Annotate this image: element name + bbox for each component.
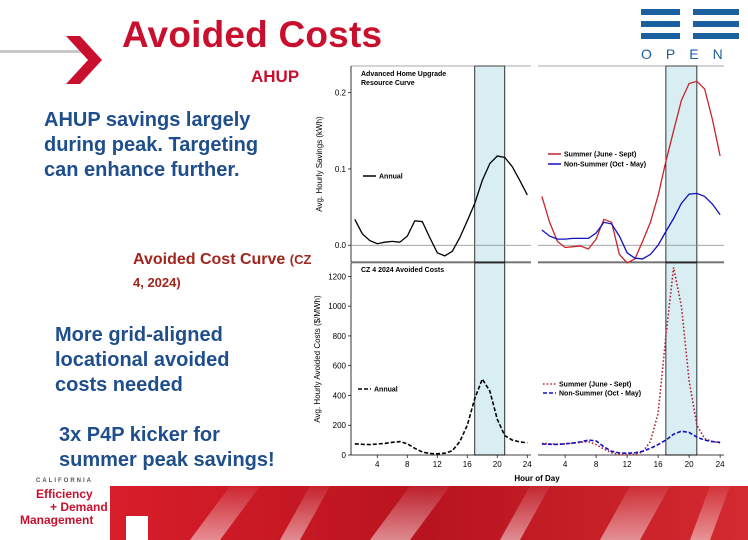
slide-subtitle: AHUP	[251, 67, 300, 86]
y-tick-label: 200	[333, 421, 347, 430]
open-logo-letters: OPEN	[641, 46, 737, 62]
series-line-non-summer-oct-may	[541, 192, 721, 260]
x-tick-label: 4	[563, 460, 568, 469]
bullet-ahup-savings: AHUP savings largely during peak. Target…	[44, 109, 259, 181]
y-tick-label: 600	[333, 362, 347, 371]
charts-figure: Annual Summer (June - Sept) Non-Summer (Oc…	[313, 65, 725, 483]
peak-highlight-band	[665, 65, 698, 263]
x-tick-label: 16	[654, 460, 663, 469]
plot-title: CZ 4 2024 Avoided Costs	[361, 267, 444, 274]
y-tick-label: 1200	[328, 272, 346, 281]
legend-label: Non-Summer (Oct - May)	[559, 391, 641, 398]
x-tick-label: 20	[685, 460, 694, 469]
x-tick-label: 8	[594, 460, 599, 469]
bullet-p4p-kicker: 3x P4P kicker for summer peak savings!	[59, 424, 275, 471]
peak-highlight-band	[474, 262, 506, 456]
x-tick-label: 16	[463, 460, 472, 469]
x-tick-label: 20	[493, 460, 502, 469]
y-tick-label: 1000	[328, 302, 346, 311]
y-tick-label: 0	[342, 451, 347, 460]
peak-highlight-band	[665, 262, 698, 456]
y-tick-label: 0.2	[335, 89, 347, 98]
series-line-non-summer-oct-may	[541, 430, 721, 455]
legend-label: Annual	[379, 174, 403, 181]
series-line-summer-june-sept	[541, 80, 721, 264]
y-axis-label: Avg. Hourly Avoided Costs ($/MWh)	[313, 295, 322, 423]
y-tick-label: 400	[333, 391, 347, 400]
x-tick-label: 8	[405, 460, 410, 469]
y-tick-label: 0.1	[335, 165, 347, 174]
legend-label: Non-Summer (Oct - May)	[564, 162, 646, 169]
efficiency-dm-logo: CALIFORNIA Efficiency + Demand Managemen…	[20, 478, 108, 527]
x-tick-label: 24	[716, 460, 725, 469]
bottom-banner	[110, 486, 748, 540]
x-axis-label: Hour of Day	[514, 474, 560, 483]
legend-label: Annual	[374, 387, 398, 394]
series-line-annual	[354, 155, 528, 257]
x-tick-label: 4	[375, 460, 380, 469]
x-tick-label: 12	[433, 460, 442, 469]
x-tick-label: 24	[523, 460, 532, 469]
chevron-arrow-icon	[66, 36, 102, 84]
y-tick-label: 0.0	[335, 241, 347, 250]
y-tick-label: 800	[333, 332, 347, 341]
legend-label: Summer (June - Sept)	[559, 382, 631, 389]
open-logo: OPEN	[641, 6, 741, 66]
series-line-summer-june-sept	[541, 267, 721, 456]
y-axis-label: Avg. Hourly Savings (kWh)	[315, 116, 324, 212]
title-rule	[0, 50, 90, 53]
slide-title: Avoided Costs	[122, 14, 383, 55]
avoided-cost-curve-label: Avoided Cost Curve (CZ 4, 2024)	[133, 251, 312, 290]
legend-label: Summer (June - Sept)	[564, 152, 636, 159]
plot-title: Advanced Home Upgrade	[361, 71, 446, 78]
plot-title-line2: Resource Curve	[361, 80, 415, 87]
x-tick-label: 12	[623, 460, 632, 469]
bullet-grid-aligned: More grid-aligned locational avoided cos…	[55, 324, 230, 396]
series-line-annual	[354, 377, 528, 455]
